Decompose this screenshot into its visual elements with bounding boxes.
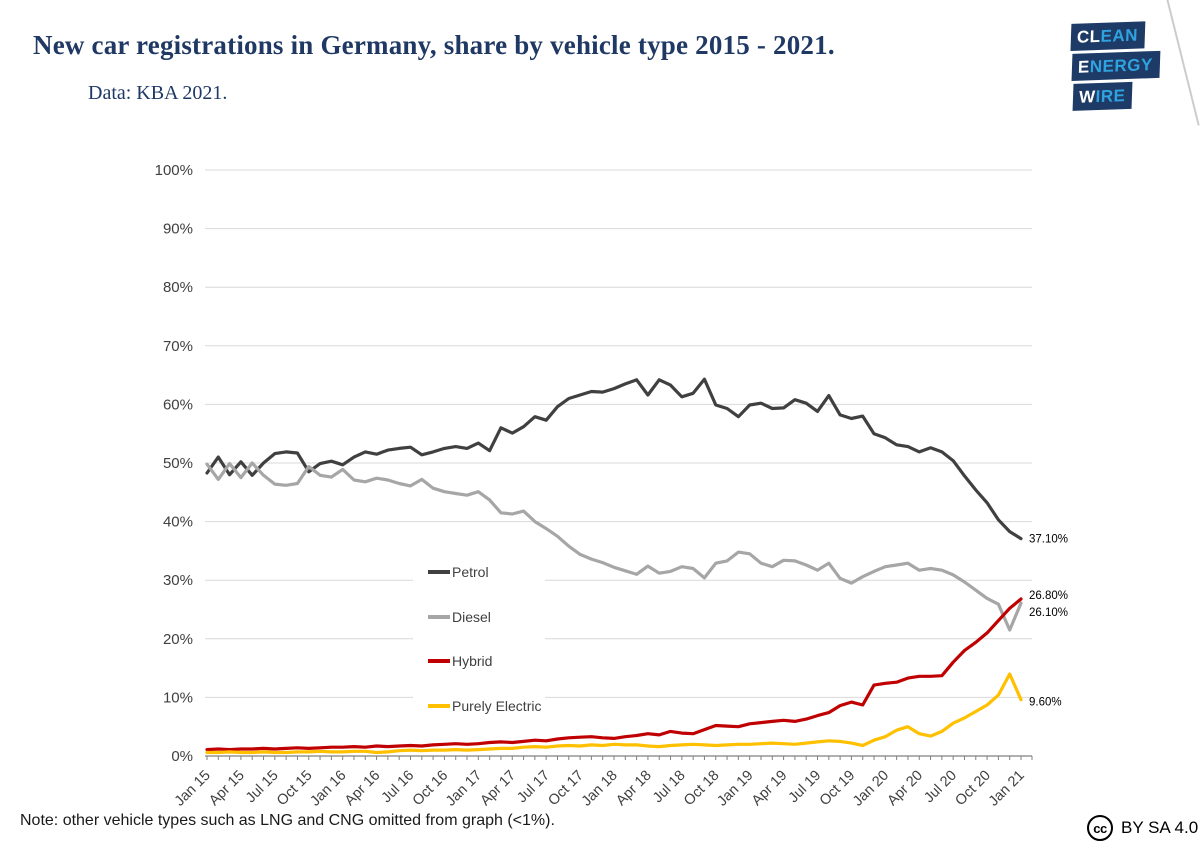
legend-label: Purely Electric [452, 697, 542, 714]
legend-swatch [428, 659, 450, 664]
x-tick-label: Oct 15 [274, 768, 316, 810]
legend-label: Diesel [452, 608, 491, 625]
x-tick-label: Apr 15 [206, 768, 248, 810]
legend-item-hybrid: Hybrid [428, 653, 493, 670]
y-tick-label: 50% [163, 455, 193, 472]
x-tick-label: Apr 16 [342, 768, 384, 810]
series-line-diesel [205, 461, 1023, 632]
x-tick-label: Jan 17 [443, 768, 485, 810]
legend-label: Hybrid [452, 653, 493, 670]
x-tick-label: Jan 20 [850, 768, 892, 810]
series-end-label: 26.80% [1029, 590, 1068, 602]
creative-commons-icon: cc [1087, 815, 1113, 841]
legend-swatch [428, 614, 450, 619]
y-tick-label: 40% [163, 514, 193, 531]
x-tick-label: Oct 16 [410, 768, 452, 810]
x-tick-label: Apr 19 [749, 768, 791, 810]
y-tick-label: 70% [163, 338, 193, 355]
legend-item-petrol: Petrol [428, 564, 489, 580]
x-tick-label: Jan 15 [172, 768, 214, 810]
legend-swatch [428, 570, 450, 574]
y-tick-label: 80% [163, 279, 193, 296]
x-tick-label: Jan 21 [986, 768, 1028, 810]
x-tick-label: Jan 19 [714, 768, 756, 810]
chart-title: New car registrations in Germany, share … [33, 30, 835, 60]
license-label: BY SA 4.0 [1121, 818, 1199, 837]
x-tick-label: Oct 18 [681, 768, 723, 810]
series-line-hybrid [205, 597, 1023, 752]
x-tick-label: Oct 17 [545, 768, 587, 810]
series-end-label: 9.60% [1029, 697, 1062, 709]
x-tick-label: Jan 18 [579, 768, 621, 810]
chart-legend: Petrol Diesel Hybrid Purely Electric [413, 554, 545, 716]
x-tick-label: Apr 17 [478, 768, 520, 810]
legend-item-diesel: Diesel [428, 608, 491, 625]
legend-item-purely-electric: Purely Electric [428, 697, 542, 714]
footnote: Note: other vehicle types such as LNG an… [20, 812, 555, 829]
x-tick-label: Jan 16 [307, 768, 349, 810]
y-tick-label: 20% [163, 631, 193, 648]
y-tick-label: 90% [163, 221, 193, 238]
y-tick-label: 100% [155, 162, 193, 179]
y-tick-label: 0% [171, 748, 193, 765]
x-tick-label: Apr 20 [885, 768, 927, 810]
y-tick-label: 10% [163, 689, 193, 706]
x-tick-label: Apr 18 [613, 768, 655, 810]
series-end-label: 37.10% [1029, 534, 1068, 546]
chart-subtitle: Data: KBA 2021. [88, 82, 228, 104]
y-tick-label: 30% [163, 572, 193, 589]
legend-label: Petrol [452, 564, 489, 580]
x-tick-label: Oct 20 [952, 768, 994, 810]
series-line-petrol [205, 377, 1023, 541]
series-end-label: 26.10% [1029, 607, 1068, 619]
x-tick-label: Oct 19 [817, 768, 859, 810]
y-tick-label: 60% [163, 396, 193, 413]
legend-swatch [428, 703, 450, 708]
series-line-purely-electric [205, 672, 1023, 755]
